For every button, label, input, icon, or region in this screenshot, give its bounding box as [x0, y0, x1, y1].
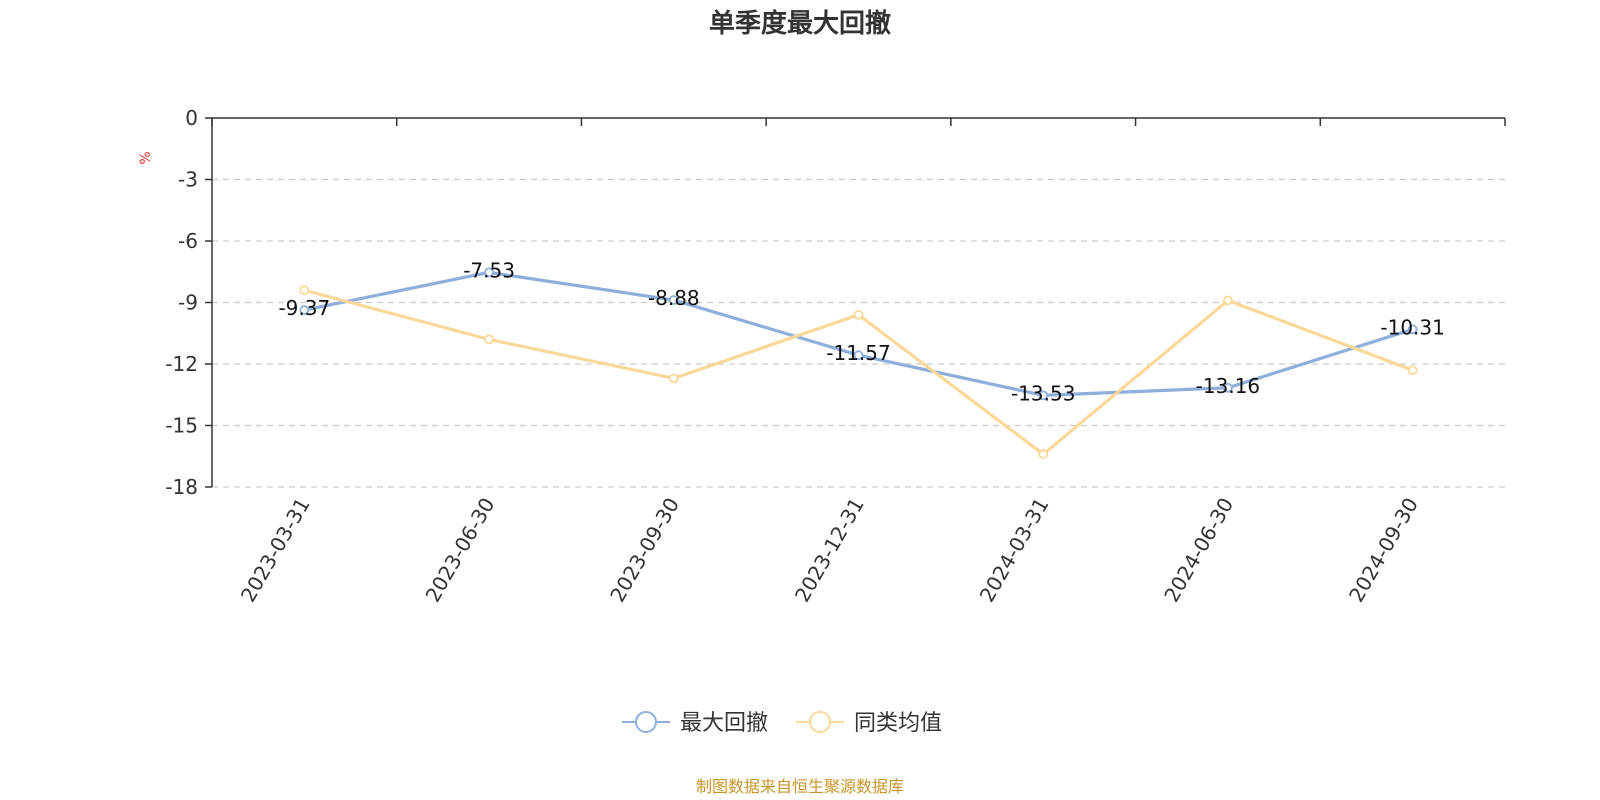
y-tick-label: 0 — [185, 106, 198, 130]
x-tick-label: 2023-03-31 — [236, 494, 315, 607]
axes: 0 -3 -6 -9 -12 -15 -18% 2023-03-31 2023-06-30 202… — [138, 106, 1506, 607]
data-point[interactable] — [668, 373, 679, 384]
data-point[interactable] — [1038, 449, 1049, 460]
x-tick-label: 2023-06-30 — [420, 493, 499, 606]
data-label: -10.31 — [1380, 315, 1444, 339]
y-tick-label: -3 — [178, 168, 198, 192]
data-label: -7.53 — [463, 258, 515, 282]
y-tick-label: -6 — [178, 229, 198, 253]
legend-marker — [635, 711, 657, 733]
x-tick-label: 2024-06-30 — [1159, 494, 1238, 607]
data-point[interactable] — [484, 334, 494, 345]
x-tick-label: 2023-12-31 — [790, 494, 869, 607]
legend-item[interactable]: 最大回撤 — [622, 711, 768, 736]
data-label: -13.16 — [1196, 374, 1260, 398]
x-tick-label: 2023-09-30 — [605, 494, 684, 607]
x-tick-label: 2024-03-31 — [975, 494, 1054, 607]
data-point[interactable] — [1407, 365, 1418, 376]
data-label: -9.37 — [278, 296, 330, 320]
y-axis-unit-label: % — [138, 151, 154, 164]
data-label: -11.57 — [826, 341, 890, 365]
y-tick-label: -15 — [165, 414, 198, 438]
data-point[interactable] — [299, 285, 310, 296]
source-note: 制图数据来自恒生聚源数据库 — [696, 777, 904, 796]
data-point[interactable] — [1223, 382, 1233, 393]
legend[interactable]: 最大回撤 同类均值 — [622, 711, 942, 736]
data-labels: -9.37 -7.53 -8.88 -11.57 -13.53 -13.16 -10.31 — [278, 258, 1444, 405]
data-point[interactable] — [853, 350, 864, 361]
data-label: -13.53 — [1011, 381, 1075, 405]
y-tick-label: -9 — [178, 291, 198, 315]
x-tick-label: 2024-09-30 — [1344, 494, 1423, 607]
data-point[interactable] — [1223, 295, 1233, 306]
data-point[interactable] — [668, 295, 679, 305]
legend-label: 同类均值 — [854, 711, 942, 736]
data-point[interactable] — [484, 267, 494, 278]
data-point[interactable] — [1038, 390, 1049, 401]
chart-title: 单季度最大回撤 — [709, 8, 891, 39]
data-label: -8.88 — [648, 286, 700, 310]
data-point[interactable] — [299, 305, 310, 315]
series — [299, 267, 1418, 460]
data-point[interactable] — [1407, 324, 1418, 335]
legend-label: 最大回撤 — [680, 711, 768, 736]
y-tick-label: -12 — [165, 352, 198, 376]
y-tick-label: -18 — [165, 475, 198, 499]
legend-item[interactable]: 同类均值 — [796, 711, 942, 736]
legend-marker — [809, 711, 831, 733]
data-point[interactable] — [853, 309, 864, 320]
